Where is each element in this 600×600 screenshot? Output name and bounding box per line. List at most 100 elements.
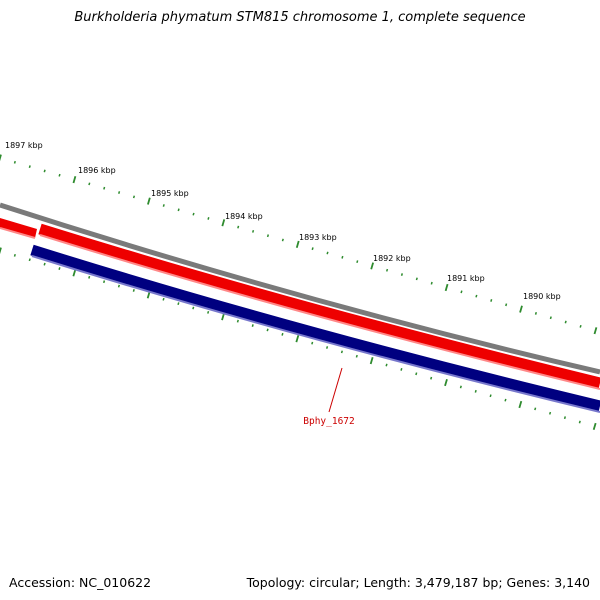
inner-minor-tick (430, 376, 433, 380)
outer-minor-tick (207, 217, 210, 220)
outer-minor-tick (534, 312, 537, 315)
inner-minor-tick (88, 275, 91, 279)
outer-minor-tick (58, 173, 61, 177)
inner-minor-tick (43, 262, 46, 266)
outer-minor-tick (162, 204, 165, 207)
inner-minor-tick (281, 332, 284, 336)
inner-minor-tick (400, 368, 403, 371)
inner-minor-tick (355, 354, 358, 358)
inner-minor-tick (385, 363, 388, 367)
inner-minor-tick (132, 289, 135, 292)
inner-minor-tick (236, 319, 239, 323)
inner-minor-tick (251, 324, 254, 327)
kbp-labels: 1897 kbp 1896 kbp 1895 kbp 1894 kbp 1893 kbp… (5, 141, 561, 301)
outer-minor-tick (28, 165, 31, 169)
forward-gene-main-edge (39, 234, 600, 390)
summary-text: Topology: circular; Length: 3,479,187 bp… (246, 575, 590, 590)
gene-label: Bphy_1672 (303, 416, 354, 427)
backbone-strand (0, 202, 600, 375)
inner-minor-tick (311, 341, 314, 345)
outer-minor-tick (177, 208, 180, 212)
outer-minor-tick (281, 238, 284, 242)
inner-tick-row (0, 247, 597, 431)
inner-minor-tick (474, 389, 477, 393)
inner-major-tick (592, 422, 597, 431)
outer-minor-tick (460, 290, 463, 294)
outer-minor-tick (564, 320, 567, 324)
outer-minor-tick (549, 316, 552, 320)
kbp-tick-label: 1891 kbp (447, 274, 485, 283)
outer-tick-row (0, 154, 598, 335)
outer-major-tick (444, 283, 449, 292)
inner-minor-tick (207, 310, 210, 314)
inner-minor-tick (548, 411, 552, 415)
inner-minor-tick (504, 398, 507, 402)
outer-major-tick (72, 175, 77, 184)
outer-minor-tick (103, 186, 106, 190)
reverse-gene (30, 244, 600, 412)
reverse-gene-edge (31, 255, 600, 413)
outer-minor-tick (266, 234, 270, 238)
kbp-tick-label: 1895 kbp (151, 189, 189, 198)
inner-minor-tick (28, 258, 31, 262)
outer-minor-tick (311, 247, 314, 251)
inner-minor-tick (58, 267, 61, 270)
inner-major-tick (444, 378, 448, 387)
map-title: Burkholderia phymatum STM815 chromosome … (74, 10, 526, 25)
outer-minor-tick (430, 281, 433, 285)
inner-minor-tick (177, 302, 180, 306)
inner-minor-tick (340, 350, 344, 354)
inner-major-tick (221, 313, 225, 321)
forward-gene-left (0, 218, 37, 238)
outer-minor-tick (13, 160, 16, 164)
outer-minor-tick (326, 251, 329, 255)
outer-minor-tick (475, 294, 478, 298)
outer-minor-tick (192, 212, 195, 216)
forward-gene-main (38, 223, 600, 389)
kbp-tick-label: 1896 kbp (78, 166, 116, 175)
inner-major-tick (72, 269, 77, 277)
outer-major-tick (519, 305, 523, 313)
outer-minor-tick (43, 169, 46, 173)
inner-minor-tick (117, 284, 121, 288)
inner-minor-tick (534, 407, 537, 411)
gene-label-pointer (328, 367, 343, 413)
inner-major-tick (518, 400, 523, 409)
outer-minor-tick (118, 191, 121, 194)
kbp-tick-label: 1890 kbp (523, 292, 561, 301)
outer-major-tick (0, 154, 2, 162)
inner-minor-tick (563, 416, 567, 420)
outer-minor-tick (490, 299, 493, 302)
outer-minor-tick (400, 273, 404, 276)
inner-major-tick (369, 357, 374, 365)
outer-minor-tick (341, 255, 344, 259)
inner-minor-tick (266, 328, 269, 332)
kbp-tick-label: 1897 kbp (5, 141, 43, 150)
outer-minor-tick (385, 268, 389, 272)
inner-minor-tick (192, 306, 195, 310)
inner-minor-tick (415, 372, 418, 376)
outer-minor-tick (579, 324, 582, 328)
outer-minor-tick (356, 260, 359, 264)
inner-minor-tick (489, 394, 492, 398)
inner-major-tick (0, 247, 2, 255)
forward-gene-left-edge (0, 227, 36, 239)
outer-minor-tick (252, 229, 255, 233)
outer-minor-tick (88, 182, 91, 186)
outer-minor-tick (132, 195, 136, 199)
outer-minor-tick (505, 303, 508, 307)
outer-major-tick (593, 327, 598, 335)
inner-minor-tick (459, 385, 462, 389)
inner-minor-tick (162, 297, 165, 301)
accession-text: Accession: NC_010622 (9, 575, 152, 590)
inner-minor-tick (13, 253, 16, 257)
outer-minor-tick (237, 225, 240, 229)
outer-major-tick (370, 262, 375, 270)
kbp-tick-label: 1893 kbp (299, 233, 337, 242)
inner-minor-tick (102, 280, 106, 284)
inner-minor-tick (325, 346, 329, 349)
outer-major-tick (221, 219, 226, 227)
kbp-tick-label: 1894 kbp (225, 212, 263, 221)
